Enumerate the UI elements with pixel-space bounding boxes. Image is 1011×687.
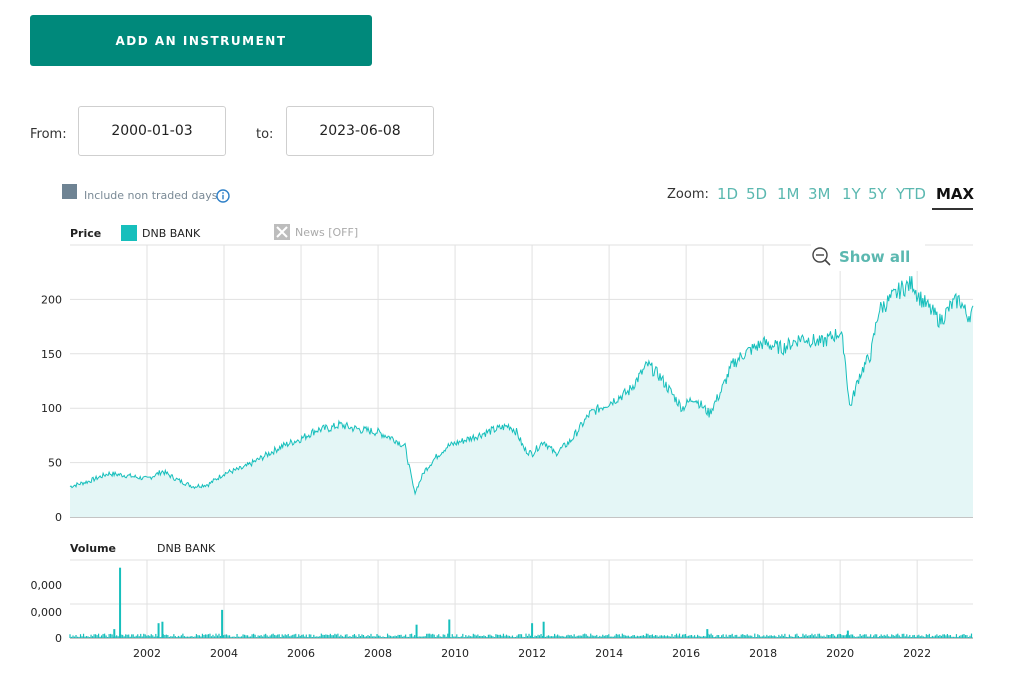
volume-bar — [415, 624, 418, 638]
price-y-tick-label: 0 — [55, 511, 62, 524]
x-tick-label: 2022 — [903, 647, 931, 660]
volume-bar — [448, 619, 451, 638]
price-series-line — [69, 276, 974, 496]
volume-y-tick-label: 0 — [55, 632, 62, 645]
price-series-swatch[interactable] — [121, 225, 137, 241]
non-traded-days-label: Include non traded days — [84, 189, 218, 202]
volume-legend-title: Volume — [70, 542, 116, 555]
to-label: to: — [256, 127, 274, 142]
price-area-fill — [70, 276, 973, 517]
zoom-5d-button[interactable]: 5D — [746, 185, 768, 203]
volume-bar — [542, 621, 545, 638]
price-y-tick-label: 50 — [48, 457, 62, 470]
show-all-label: Show all — [839, 248, 911, 266]
show-all-button[interactable]: Show all — [811, 243, 925, 271]
volume-y-tick-label: 0,000 — [31, 579, 63, 592]
x-tick-label: 2012 — [518, 647, 546, 660]
volume-bar — [113, 629, 116, 638]
x-tick-label: 2010 — [441, 647, 469, 660]
from-date-input[interactable]: 2000-01-03 — [78, 106, 226, 156]
x-tick-label: 2002 — [133, 647, 161, 660]
to-date-input[interactable]: 2023-06-08 — [286, 106, 434, 156]
zoom-1m-button[interactable]: 1M — [777, 185, 800, 203]
zoom-label: Zoom: — [667, 187, 709, 202]
price-series-label[interactable]: DNB BANK — [142, 227, 201, 240]
volume-bar — [161, 621, 164, 638]
x-tick-label: 2006 — [287, 647, 315, 660]
price-y-tick-label: 200 — [41, 293, 62, 306]
volume-y-tick-label: 0,000 — [31, 606, 63, 619]
volume-bar — [846, 630, 849, 638]
volume-bar — [119, 567, 122, 638]
zoom-1d-button[interactable]: 1D — [717, 185, 739, 203]
zoom-ytd-button[interactable]: YTD — [896, 185, 926, 203]
x-tick-label: 2018 — [749, 647, 777, 660]
volume-bar — [221, 609, 224, 638]
info-icon[interactable] — [216, 189, 230, 203]
zoom-out-icon — [812, 247, 831, 266]
add-instrument-button[interactable]: ADD AN INSTRUMENT — [30, 15, 372, 66]
x-tick-label: 2014 — [595, 647, 623, 660]
from-label: From: — [30, 127, 67, 142]
x-tick-label: 2004 — [210, 647, 238, 660]
zoom-5y-button[interactable]: 5Y — [868, 185, 887, 203]
x-tick-label: 2008 — [364, 647, 392, 660]
zoom-3m-button[interactable]: 3M — [808, 185, 831, 203]
x-tick-label: 2016 — [672, 647, 700, 660]
price-legend-title: Price — [70, 227, 102, 240]
x-tick-label: 2020 — [826, 647, 854, 660]
volume-bar — [706, 629, 709, 638]
volume-bar — [531, 623, 534, 638]
news-toggle-label[interactable]: News [OFF] — [295, 226, 359, 239]
zoom-max-button[interactable]: MAX — [936, 185, 975, 203]
zoom-1y-button[interactable]: 1Y — [842, 185, 861, 203]
price-y-tick-label: 100 — [41, 402, 62, 415]
price-y-tick-label: 150 — [41, 348, 62, 361]
volume-bar — [157, 623, 160, 638]
volume-series-label: DNB BANK — [157, 542, 216, 555]
non-traded-days-checkbox[interactable] — [62, 184, 77, 199]
news-toggle-icon[interactable] — [274, 224, 290, 240]
zoom-active-underline — [932, 208, 973, 210]
